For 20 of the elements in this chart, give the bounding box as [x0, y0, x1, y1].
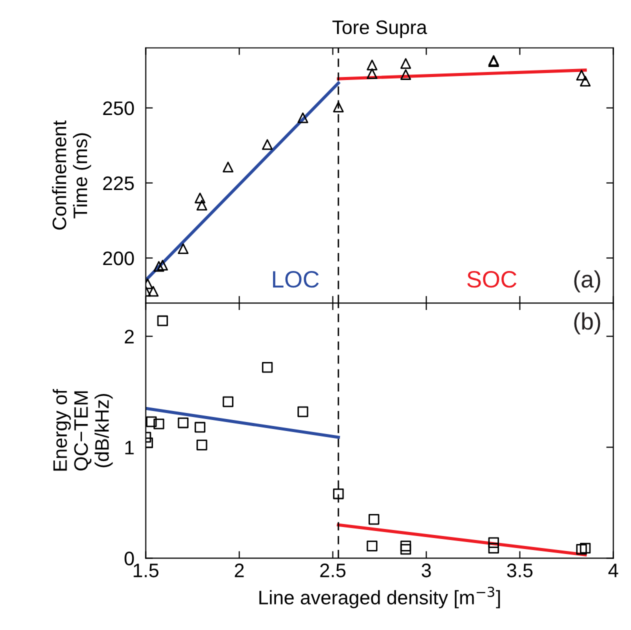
y-tick-label: 225	[103, 176, 134, 190]
y-tick-label: 0	[124, 552, 134, 566]
annotation: LOC	[273, 270, 319, 288]
x-tick-label: 4	[608, 564, 618, 578]
x-tick-label: 1.5	[134, 564, 158, 578]
y-axis-title: Energy of QC−TEM (dB/kHz)	[52, 388, 113, 471]
y-tick-label: 1	[125, 440, 134, 454]
x-tick-label: 3.5	[507, 564, 533, 578]
y-tick-label: 2	[124, 330, 134, 344]
x-tick-label: 3	[422, 564, 431, 578]
annotation: SOC	[467, 270, 516, 288]
annotation: (a)	[574, 270, 600, 292]
y-axis-title: Confinement Time (ms)	[52, 120, 92, 230]
y-tick-label: 200	[103, 251, 134, 266]
x-tick-label: 2	[234, 564, 244, 578]
x-axis-title: Line averaged density [m$^{−3}$]	[259, 586, 500, 608]
chart-title: Tore Supra	[332, 20, 428, 38]
y-tick-label: 250	[103, 101, 134, 116]
x-tick-label: 2.5	[320, 564, 346, 578]
annotation: (b)	[574, 312, 600, 334]
